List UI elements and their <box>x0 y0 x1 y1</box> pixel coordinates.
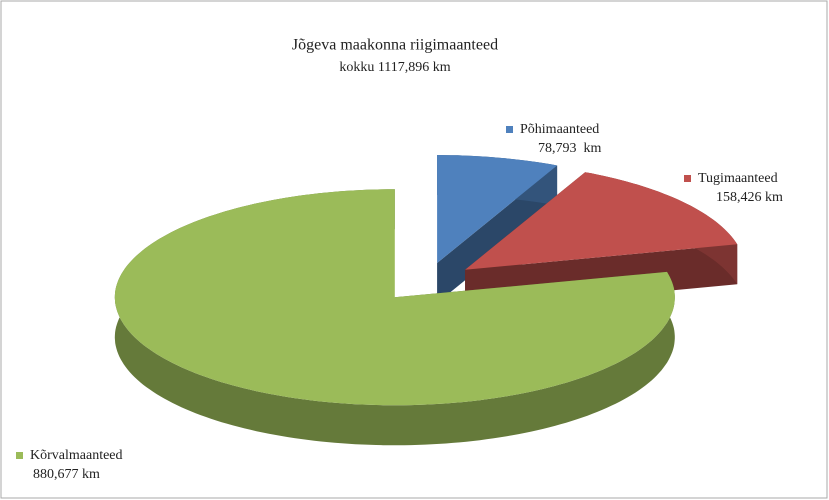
legend-marker <box>684 175 691 182</box>
data-label-value: 880,677 km <box>33 467 100 482</box>
pie-slice <box>465 172 738 270</box>
pie-slice <box>114 189 675 406</box>
data-label-name: Kõrvalmaanteed <box>30 448 123 463</box>
chart-subtitle: kokku 1117,896 km <box>339 60 450 75</box>
data-label-value: 158,426 km <box>716 190 783 205</box>
legend-marker <box>16 452 23 459</box>
data-label-value: 78,793 km <box>538 141 602 156</box>
data-label-name: Tugimaanteed <box>698 171 778 186</box>
data-label-name: Põhimaanteed <box>520 122 599 137</box>
legend-marker <box>506 126 513 133</box>
chart-title: Jõgeva maakonna riigimaanteed <box>292 37 498 54</box>
pie-slice <box>437 155 558 263</box>
